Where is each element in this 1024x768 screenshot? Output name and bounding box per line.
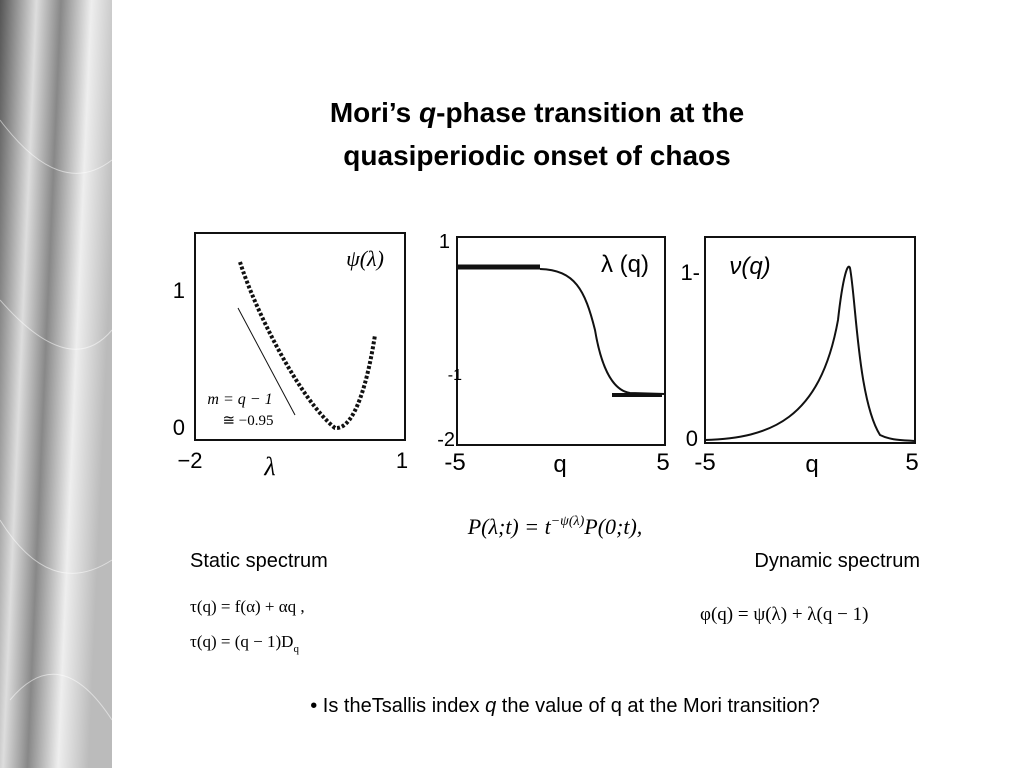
plot-3 (704, 236, 916, 444)
x-axis-label: λ (263, 452, 275, 481)
static-eq: τ(q) = f(α) + αq , (190, 597, 305, 616)
bullet: • Is theTsallis index q the value of q a… (310, 695, 820, 717)
plot-2 (456, 236, 666, 446)
x-axis-label: q (805, 451, 818, 478)
x-tick-label: 5 (656, 449, 669, 476)
x-tick-label: -5 (694, 449, 715, 476)
annotation: m = q − 1 (207, 391, 272, 408)
y-tick-label: 0 (686, 426, 698, 451)
y-tick-label: 0 (173, 415, 185, 440)
side-decoration (0, 0, 112, 768)
title-line2: quasiperiodic onset of chaos (343, 140, 730, 171)
plot-1 (194, 232, 406, 441)
plot-label: λ (q) (601, 251, 649, 278)
y-tick-label: 1 (173, 278, 185, 303)
plot-label: ψ(λ) (346, 246, 384, 271)
y-tick-label: -1 (448, 367, 462, 384)
y-tick-label: -2 (437, 429, 455, 451)
x-tick-label: −2 (177, 448, 202, 473)
y-tick-label: 1 (439, 231, 450, 253)
x-axis-label: q (553, 451, 566, 478)
formula: P(λ;t) = t−ψ(λ)P(0;t), (467, 514, 643, 539)
y-tick-label: 1- (680, 260, 700, 285)
x-tick-label: 5 (905, 449, 918, 476)
x-tick-label: 1 (396, 448, 408, 473)
swirls (0, 119, 113, 721)
dynamic-eq: φ(q) = ψ(λ) + λ(q − 1) (700, 604, 868, 625)
title-line1: Mori’s q-phase transition at the (330, 97, 744, 128)
annotation: ≅ −0.95 (222, 413, 273, 429)
static-label: Static spectrum (190, 550, 328, 572)
plot-label: ν(q) (729, 253, 770, 280)
x-tick-label: -5 (444, 449, 465, 476)
dynamic-label: Dynamic spectrum (754, 550, 920, 572)
static-eq: τ(q) = (q − 1)Dq (190, 632, 299, 655)
